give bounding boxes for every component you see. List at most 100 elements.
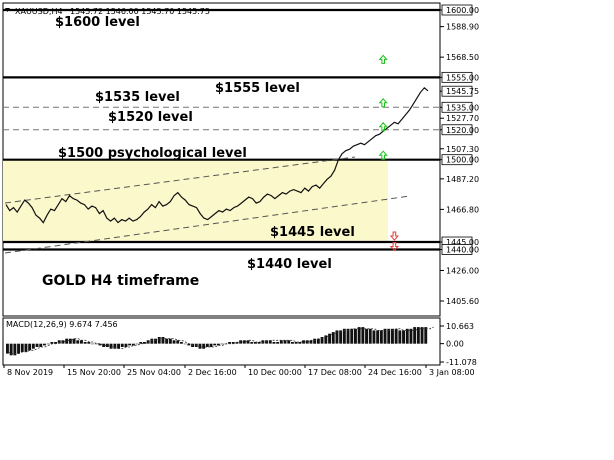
macd-bar: [302, 340, 305, 344]
y-tick-label: 1507.30: [446, 145, 479, 154]
macd-bar: [117, 343, 120, 349]
macd-bar: [68, 338, 72, 344]
macd-bar: [368, 328, 372, 344]
macd-bar: [157, 337, 161, 344]
label-1440: $1440 level: [247, 257, 332, 272]
macd-bar: [294, 342, 298, 344]
x-tick-label: 2 Dec 16:00: [188, 368, 237, 377]
macd-bar: [39, 343, 43, 347]
y-tick-label: 1535.00: [446, 103, 479, 112]
price-series-line: [5, 86, 429, 224]
macd-bar: [187, 343, 191, 346]
macd-bar: [391, 328, 394, 344]
macd-bar: [139, 342, 143, 344]
macd-bar: [161, 337, 165, 344]
macd-bar: [168, 338, 172, 344]
channel-lower-line: [4, 195, 411, 254]
macd-bar: [298, 342, 302, 344]
macd-bar: [394, 328, 398, 344]
macd-bar: [176, 340, 180, 344]
y-tick-label: 1487.20: [446, 175, 479, 184]
y-tick-label: 1600.00: [446, 6, 479, 15]
macd-bar: [320, 337, 324, 344]
macd-bar: [413, 327, 417, 344]
macd-bar: [402, 330, 405, 344]
macd-bar: [143, 342, 146, 344]
macd-bar: [83, 342, 87, 344]
macd-bar: [217, 343, 220, 346]
y-tick-label: 1568.50: [446, 53, 479, 62]
macd-bar: [43, 343, 46, 346]
label-1445: $1445 level: [270, 225, 355, 240]
macd-bar: [109, 343, 113, 349]
y-tick-label: 1545.75: [446, 87, 479, 96]
up-arrow-icon-0: [378, 54, 388, 64]
y-tick-label: 1500.00: [446, 156, 479, 165]
macd-bar: [420, 327, 424, 344]
y-tick-label: 1555.00: [446, 73, 479, 82]
y-tick-label: 1527.70: [446, 114, 479, 123]
macd-bar: [50, 342, 54, 344]
price-box: [441, 154, 473, 166]
macd-bar: [342, 328, 346, 344]
price-box: [441, 244, 473, 255]
signal-arrows: [378, 54, 399, 252]
macd-bar: [276, 342, 280, 344]
macd-bar: [28, 343, 32, 351]
macd-bar: [331, 332, 335, 344]
macd-bar: [235, 342, 239, 344]
y-tick-label: 1466.80: [446, 205, 479, 214]
macd-bar: [31, 343, 35, 349]
macd-bar: [254, 342, 257, 344]
label-1500: $1500 psychological level: [58, 146, 247, 161]
macd-bar: [135, 343, 139, 345]
macd-bar: [6, 343, 9, 354]
label-1520: $1520 level: [108, 110, 193, 125]
macd-bar: [365, 328, 368, 344]
macd-bar: [354, 328, 357, 344]
up-arrow-icon-3: [378, 150, 388, 160]
x-tick-label: 17 Dec 08:00: [308, 368, 362, 377]
macd-tick-label: -11.078: [446, 358, 477, 367]
up-arrow-icon-1: [378, 98, 388, 108]
macd-bar: [172, 340, 176, 344]
macd-bar: [46, 343, 50, 345]
price-box: [441, 4, 473, 16]
x-tick-label: 24 Dec 16:00: [368, 368, 422, 377]
macd-bar: [361, 327, 365, 344]
macd-bar: [339, 330, 343, 344]
macd-bar: [246, 340, 250, 344]
macd-bar: [305, 340, 309, 344]
macd-bar: [80, 340, 83, 344]
macd-bar: [346, 328, 350, 344]
macd-bar: [198, 343, 202, 349]
macd-bar: [231, 342, 235, 344]
macd-bar: [405, 328, 409, 344]
macd-bar: [379, 330, 383, 344]
macd-bar: [154, 338, 157, 344]
macd-label: MACD(12,26,9) 9.674 7.456: [6, 320, 118, 329]
macd-bar: [87, 342, 91, 344]
macd-bar: [9, 343, 13, 356]
macd-bar: [268, 340, 272, 344]
x-tick-label: 15 Nov 20:00: [67, 368, 121, 377]
macd-bar: [98, 343, 102, 346]
time-axis: 8 Nov 2019 15 Nov 20:00 25 Nov 04:00 2 Dec …: [3, 365, 475, 377]
macd-bar: [335, 330, 339, 344]
macd-tick-label: 10.663: [446, 322, 474, 331]
macd-bar: [228, 342, 231, 344]
macd-bar: [309, 340, 313, 344]
price-box: [441, 71, 473, 83]
chart-header-ohlc: 1545.72 1546.00 1545.70 1545.75: [70, 7, 210, 16]
macd-bar: [220, 343, 224, 345]
macd-tick-label: 0.00: [446, 340, 464, 349]
price-box: [441, 124, 473, 136]
macd-bar: [124, 343, 128, 347]
macd-bar: [279, 340, 283, 344]
macd-bar: [424, 327, 428, 344]
macd-bar: [24, 343, 28, 352]
macd-bar: [257, 342, 261, 344]
macd-bar: [202, 343, 206, 349]
macd-bar: [283, 340, 287, 344]
